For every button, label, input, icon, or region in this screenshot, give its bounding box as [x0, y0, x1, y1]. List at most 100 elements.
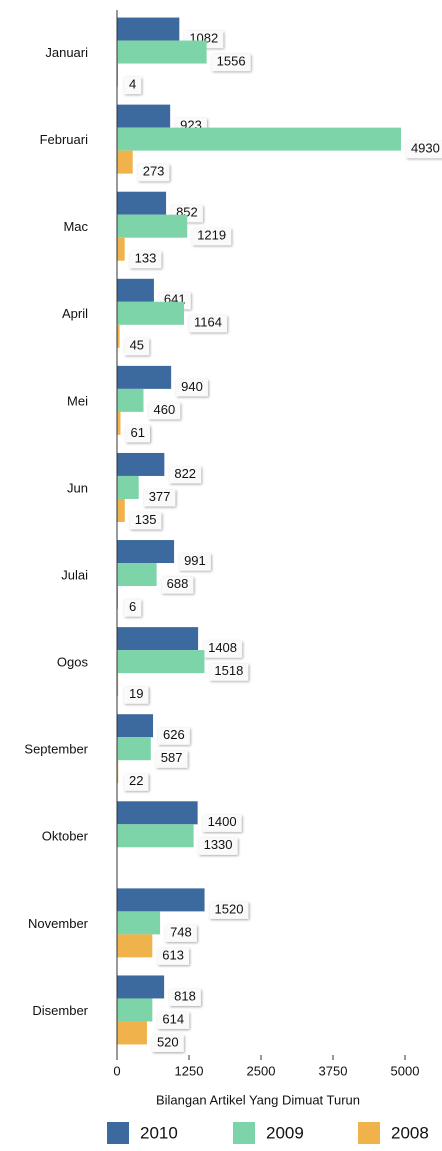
bar	[117, 563, 157, 587]
bar	[117, 475, 139, 499]
legend-swatch	[358, 1122, 380, 1144]
bar	[117, 191, 167, 215]
x-tick-label: 2500	[247, 1063, 276, 1078]
bar	[117, 934, 153, 958]
y-tick-label: Jun	[67, 480, 88, 495]
bar	[117, 40, 207, 64]
data-label: 1164	[194, 315, 222, 330]
bar	[117, 627, 199, 651]
data-label: 626	[163, 727, 185, 742]
data-label: 587	[161, 750, 183, 765]
data-label-box	[179, 553, 211, 571]
bar	[117, 1021, 147, 1045]
data-label-box	[202, 814, 242, 832]
data-label: 61	[131, 425, 145, 440]
legend-label: 2010	[140, 1123, 178, 1142]
data-label: 273	[143, 164, 165, 179]
data-label-box	[203, 640, 243, 658]
data-label-box	[211, 54, 251, 72]
data-label: 688	[167, 576, 189, 591]
y-tick-label: Ogos	[57, 655, 89, 670]
y-tick-label: Mei	[67, 393, 88, 408]
bar	[117, 760, 119, 784]
data-label: 613	[162, 947, 184, 962]
data-label: 22	[129, 773, 143, 788]
data-label-box	[125, 425, 150, 443]
y-tick-label: Oktober	[42, 829, 89, 844]
legend-label: 2009	[266, 1123, 304, 1142]
bar	[117, 650, 205, 674]
bar	[117, 301, 185, 325]
x-axis-title: Bilangan Artikel Yang Dimuat Turun	[156, 1092, 360, 1107]
data-label-box	[189, 315, 228, 333]
data-label-box	[155, 750, 188, 768]
bar	[117, 824, 194, 848]
y-tick-label: Februari	[40, 132, 89, 147]
data-label-box	[405, 141, 442, 159]
data-label: 1408	[208, 640, 237, 655]
data-label-box	[124, 599, 142, 617]
bar	[117, 388, 144, 412]
bar	[117, 737, 151, 761]
bar	[117, 214, 188, 238]
y-tick-label: Mac	[63, 219, 88, 234]
data-label: 1219	[197, 228, 226, 243]
data-label-box	[209, 663, 249, 681]
legend-swatch	[233, 1122, 255, 1144]
data-label-box	[157, 1011, 190, 1029]
bar	[117, 237, 125, 261]
data-label-box	[169, 466, 202, 484]
y-tick-label: Julai	[61, 567, 88, 582]
data-label-box	[137, 164, 170, 182]
bar	[117, 801, 198, 825]
data-label-box	[129, 512, 162, 530]
data-label: 1556	[217, 53, 246, 68]
data-label: 940	[181, 379, 203, 394]
legend-label: 2008	[391, 1123, 429, 1142]
data-label-box	[176, 379, 208, 397]
bar	[117, 104, 171, 128]
bar	[117, 127, 401, 151]
data-label: 377	[149, 489, 171, 504]
legend-swatch	[107, 1122, 129, 1144]
data-label-box	[143, 489, 176, 507]
data-label-box	[157, 947, 190, 965]
data-label: 4930	[411, 141, 440, 156]
x-tick-label: 1250	[175, 1063, 204, 1078]
data-label: 991	[184, 553, 206, 568]
data-label-box	[151, 1034, 184, 1052]
data-label: 19	[129, 686, 143, 701]
data-label-box	[124, 686, 149, 704]
y-tick-label: Disember	[32, 1003, 88, 1018]
data-label: 1518	[214, 663, 243, 678]
data-label-box	[124, 338, 150, 356]
data-label-box	[124, 773, 149, 791]
bar	[117, 714, 154, 738]
data-label: 520	[157, 1034, 179, 1049]
bar	[117, 975, 165, 999]
data-label-box	[148, 402, 181, 420]
bar	[117, 673, 119, 697]
x-tick-label: 3750	[319, 1063, 348, 1078]
bar	[117, 998, 153, 1022]
data-label-box	[192, 228, 232, 246]
data-label: 822	[174, 466, 196, 481]
y-tick-label: November	[28, 916, 89, 931]
data-label-box	[198, 837, 238, 855]
data-label: 6	[129, 599, 136, 614]
data-label: 614	[162, 1011, 184, 1026]
bar	[117, 278, 154, 302]
data-label: 748	[170, 924, 192, 939]
bar	[117, 17, 180, 41]
data-label: 818	[174, 988, 196, 1003]
y-tick-label: April	[62, 306, 88, 321]
bar	[117, 452, 165, 476]
data-label-box	[124, 77, 142, 95]
data-label: 133	[135, 251, 157, 266]
bar	[117, 498, 125, 522]
bar	[117, 411, 121, 435]
bar	[117, 911, 161, 935]
y-tick-label: September	[24, 742, 88, 757]
data-label: 1330	[204, 837, 233, 852]
